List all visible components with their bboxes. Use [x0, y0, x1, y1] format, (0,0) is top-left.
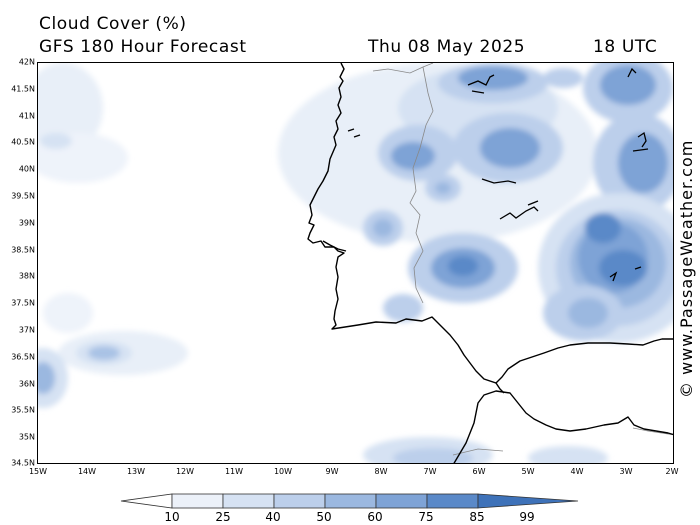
- scale-label: 25: [215, 510, 231, 524]
- color-scale-bar: [120, 493, 579, 509]
- forecast-time: 18 UTC: [593, 37, 658, 57]
- scale-swatch: [273, 493, 326, 509]
- lon-label: 2W: [665, 467, 679, 476]
- lat-label: 40N: [18, 164, 35, 174]
- lat-label: 35N: [18, 432, 35, 442]
- lat-label: 42N: [18, 57, 35, 67]
- map-subtitle: GFS 180 Hour Forecast: [39, 37, 247, 57]
- lon-label: 3W: [619, 467, 633, 476]
- scale-label: 75: [418, 510, 434, 524]
- inland-water: [347, 67, 649, 282]
- cloud-shading: [38, 63, 673, 463]
- lat-label: 37N: [18, 325, 35, 335]
- lat-label: 38.5N: [11, 245, 35, 255]
- credit-text: © www.PassageWeather.com: [677, 139, 696, 398]
- lon-label: 4W: [570, 467, 584, 476]
- country-borders: [372, 63, 673, 456]
- lat-label: 39.5N: [11, 191, 35, 201]
- lon-label: 12W: [175, 467, 195, 476]
- lon-label: 6W: [472, 467, 486, 476]
- map-canvas: [38, 63, 673, 463]
- lon-label: 15W: [28, 467, 48, 476]
- lon-label: 5W: [521, 467, 535, 476]
- coastlines: [307, 63, 673, 463]
- scale-swatch: [477, 493, 579, 509]
- lon-label: 9W: [325, 467, 339, 476]
- lat-label: 37.5N: [11, 298, 35, 308]
- scale-swatch: [375, 493, 428, 509]
- map-title: Cloud Cover (%): [39, 14, 187, 34]
- lat-label: 39N: [18, 218, 35, 228]
- lon-label: 13W: [126, 467, 146, 476]
- forecast-date: Thu 08 May 2025: [368, 37, 526, 57]
- lat-label: 41.5N: [11, 84, 35, 94]
- scale-swatch: [120, 493, 173, 509]
- lon-label: 14W: [77, 467, 97, 476]
- scale-label: 60: [367, 510, 383, 524]
- scale-label: 99: [519, 510, 535, 524]
- lon-label: 7W: [423, 467, 437, 476]
- lat-label: 40.5N: [11, 137, 35, 147]
- scale-swatch: [222, 493, 275, 509]
- scale-swatch: [171, 493, 224, 509]
- lat-label: 36.5N: [11, 352, 35, 362]
- scale-label: 50: [316, 510, 332, 524]
- lat-label: 34.5N: [11, 458, 35, 468]
- scale-label: 85: [469, 510, 485, 524]
- lon-label: 11W: [224, 467, 244, 476]
- lat-label: 36N: [18, 379, 35, 389]
- lat-label: 41N: [18, 111, 35, 121]
- lat-label: 38N: [18, 271, 35, 281]
- lon-label: 10W: [273, 467, 293, 476]
- scale-label: 10: [164, 510, 180, 524]
- lon-label: 8W: [374, 467, 388, 476]
- cloud-cover-map: [37, 62, 674, 464]
- scale-label: 40: [265, 510, 281, 524]
- lat-label: 35.5N: [11, 405, 35, 415]
- scale-swatch: [324, 493, 377, 509]
- scale-swatch: [426, 493, 479, 509]
